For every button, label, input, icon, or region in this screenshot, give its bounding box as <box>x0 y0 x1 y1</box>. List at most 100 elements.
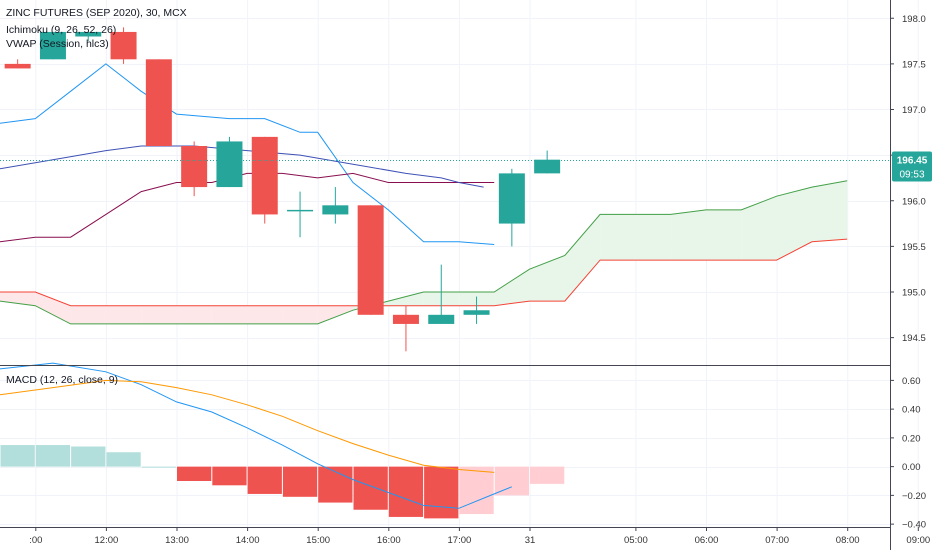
candle-bearish[interactable] <box>392 305 419 352</box>
price-tick-label: 196.0 <box>902 196 926 207</box>
price-tick-label: 195.5 <box>902 242 926 253</box>
macd-histogram-bar <box>424 466 459 519</box>
candle-body <box>392 314 419 324</box>
macd-histogram-bar <box>177 466 212 481</box>
time-tick-label: 08:00 <box>836 535 860 546</box>
candle-body <box>181 146 208 188</box>
macd-histogram-bar <box>494 466 529 496</box>
vwap-legend[interactable]: VWAP (Session, hlc3) <box>6 38 109 50</box>
time-tick-label: 13:00 <box>165 535 189 546</box>
time-tick-label: 05:00 <box>624 535 648 546</box>
macd-histogram-bar <box>530 466 565 484</box>
cloud-segment-bullish <box>811 180 848 242</box>
cloud-segment-bullish <box>564 214 601 302</box>
macd-histogram-bar <box>212 466 247 486</box>
time-tick-label: 09:00 <box>906 535 930 546</box>
candle-body <box>322 205 349 215</box>
cloud-segment-bearish <box>105 305 142 324</box>
cloud-segment-bearish <box>282 305 318 324</box>
price-tick-label: 194.5 <box>902 333 926 344</box>
time-tick-label: 17:00 <box>448 535 472 546</box>
leading-a-line <box>0 180 848 325</box>
cloud-segment-bullish <box>388 292 424 306</box>
cloud-segment-bearish <box>70 305 106 324</box>
candle-body <box>216 141 243 188</box>
cloud-segment-bearish <box>211 305 248 324</box>
cloud-segment-bullish <box>776 187 812 261</box>
candle-bearish[interactable] <box>251 136 278 224</box>
cloud-segment-bullish <box>635 214 671 261</box>
candle-bullish[interactable] <box>428 264 455 324</box>
signal-line <box>0 379 495 473</box>
cloud-segment-bullish <box>529 255 565 302</box>
candle-body <box>463 310 490 315</box>
cloud-segment-bullish <box>706 209 742 261</box>
candle-bullish[interactable] <box>287 191 314 238</box>
time-axis[interactable]: :00 12:00 13:00 14:00 15:00 16:00 17:00 31 05:00… <box>29 527 930 546</box>
symbol-title: ZINC FUTURES (SEP 2020), 30, MCX <box>6 7 187 19</box>
candle-body <box>4 63 31 69</box>
macd-tick-label: −0.20 <box>902 491 926 502</box>
last-price-badge-bg <box>892 151 932 182</box>
price-tick-label: 198.0 <box>902 14 926 25</box>
cloud-segment-bearish <box>247 305 283 324</box>
leading-b-line <box>0 238 848 307</box>
macd-histogram-bar <box>106 452 141 467</box>
macd-tick-label: 0.00 <box>902 462 921 473</box>
time-tick-label: :00 <box>29 535 42 546</box>
cloud-segment-bullish <box>670 209 706 261</box>
candle-bearish[interactable] <box>181 141 208 197</box>
macd-line <box>0 362 512 509</box>
candle-bearish[interactable] <box>145 59 172 146</box>
candles-layer[interactable] <box>4 27 561 352</box>
last-price-value: 196.45 <box>897 156 928 167</box>
candle-body <box>287 209 314 212</box>
price-tick-label: 197.0 <box>902 105 926 116</box>
ichimoku-legend[interactable]: Ichimoku (9, 26, 52, 26) <box>6 24 116 36</box>
time-tick-label: 31 <box>525 535 536 546</box>
candle-body <box>357 205 384 315</box>
candle-bearish[interactable] <box>4 59 31 69</box>
cloud-segment-bullish <box>494 269 530 306</box>
chart-legend: ZINC FUTURES (SEP 2020), 30, MCX Ichimok… <box>6 7 187 386</box>
ichimoku-cloud <box>0 180 848 324</box>
candle-bullish[interactable] <box>534 150 561 174</box>
candle-body <box>75 31 102 37</box>
macd-histogram-bar <box>388 466 424 517</box>
candle-body <box>428 314 455 324</box>
cloud-segment-bullish <box>741 196 777 261</box>
macd-legend[interactable]: MACD (12, 26, close, 9) <box>6 374 118 386</box>
candle-bullish[interactable] <box>39 31 66 60</box>
cloud-segment-bearish <box>176 305 212 324</box>
macd-tick-label: −0.40 <box>902 520 926 531</box>
candle-bearish[interactable] <box>357 205 384 315</box>
macd-tick-label: 0.60 <box>902 376 921 387</box>
macd-histogram-bar <box>282 466 318 497</box>
grid-lines <box>0 0 919 527</box>
macd-histogram-bar <box>141 466 176 468</box>
time-tick-label: 15:00 <box>306 535 330 546</box>
macd-histogram-bar <box>318 466 353 503</box>
candle-body <box>534 159 561 174</box>
macd-histogram-bar <box>459 466 494 515</box>
candle-bullish[interactable] <box>75 31 102 42</box>
indicator-lines <box>0 63 848 325</box>
candle-body <box>251 136 278 215</box>
conversion-line <box>0 63 495 245</box>
macd-histogram-bar <box>247 466 282 494</box>
candle-bullish[interactable] <box>463 296 490 324</box>
candle-bearish[interactable] <box>110 27 137 64</box>
macd-pane <box>0 362 565 519</box>
candle-bullish[interactable] <box>322 187 349 224</box>
macd-histogram-bar <box>35 445 71 467</box>
cloud-segment-bearish <box>35 292 71 324</box>
candle-bullish[interactable] <box>216 136 243 188</box>
macd-histogram-bar <box>353 466 388 510</box>
macd-axis[interactable]: 0.60 0.40 0.20 0.00 −0.20 −0.40 <box>890 376 926 531</box>
time-tick-label: 07:00 <box>765 535 789 546</box>
last-price-badge: 196.45 09:53 <box>892 151 932 182</box>
candle-bullish[interactable] <box>498 168 525 247</box>
macd-histogram-bar <box>0 445 35 467</box>
price-tick-label: 197.5 <box>902 59 926 70</box>
